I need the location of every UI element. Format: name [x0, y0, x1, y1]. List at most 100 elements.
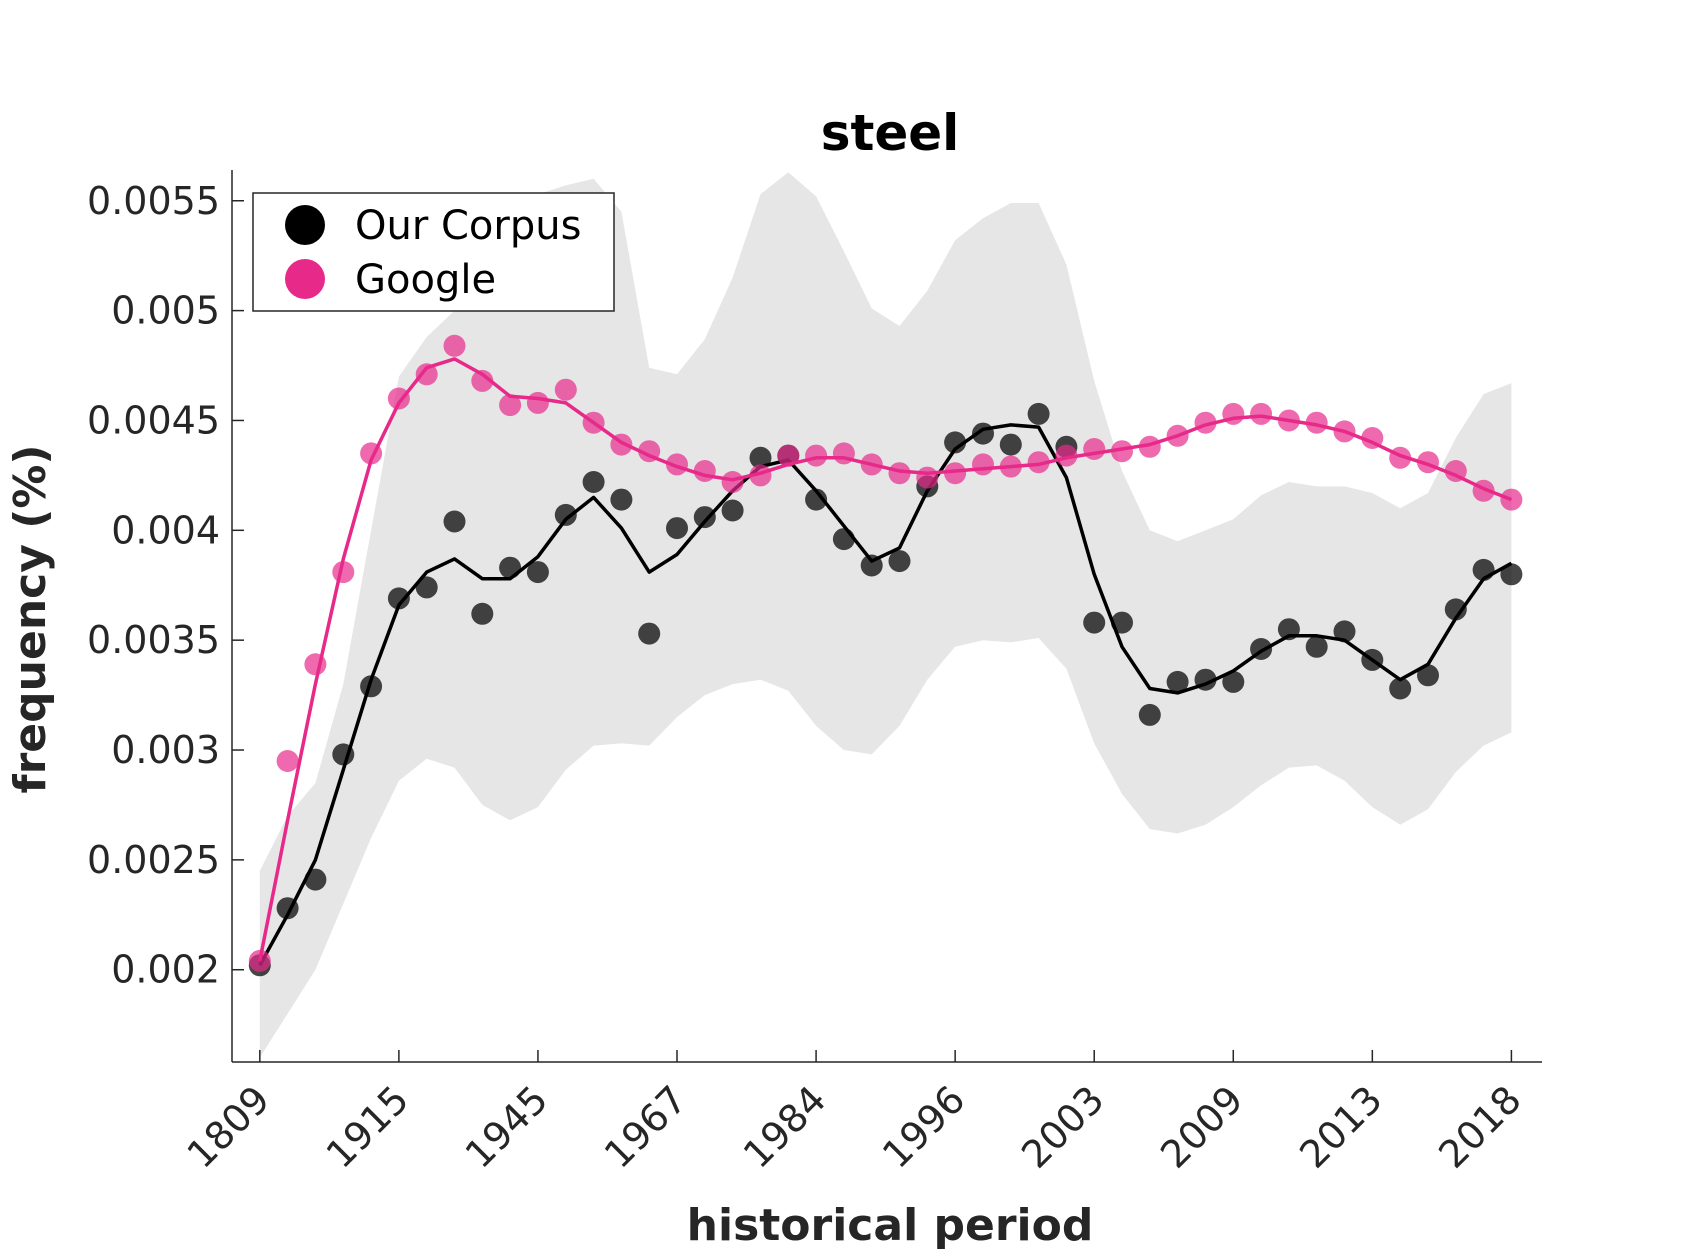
x-axis-title: historical period	[687, 1200, 1094, 1251]
data-point-google	[972, 453, 994, 476]
data-point-our-corpus	[1222, 670, 1245, 693]
legend-marker-google	[285, 259, 325, 299]
data-point-our-corpus	[332, 743, 355, 766]
data-point-google	[749, 464, 772, 487]
data-point-google	[888, 462, 911, 485]
data-point-google	[443, 334, 466, 357]
data-point-google	[554, 378, 577, 401]
data-point-google	[777, 444, 800, 467]
data-point-our-corpus	[415, 576, 438, 599]
data-point-our-corpus	[944, 431, 967, 454]
data-point-our-corpus	[1194, 668, 1217, 691]
data-point-our-corpus	[1389, 677, 1412, 700]
data-point-google	[1389, 446, 1412, 469]
data-point-google	[1417, 451, 1439, 474]
data-point-google	[526, 391, 549, 414]
data-point-google	[360, 442, 383, 465]
data-point-google	[1444, 460, 1467, 482]
data-point-google	[1194, 411, 1217, 434]
chart-title: steel	[821, 104, 960, 162]
data-point-our-corpus	[1417, 664, 1439, 687]
data-point-google	[1472, 479, 1495, 502]
data-point-our-corpus	[1277, 618, 1300, 641]
data-point-our-corpus	[1166, 670, 1189, 693]
data-point-google	[1222, 402, 1245, 425]
data-point-google	[1500, 488, 1523, 511]
data-point-google	[1027, 451, 1050, 474]
data-point-our-corpus	[805, 488, 828, 511]
y-tick-label: 0.0035	[87, 618, 220, 662]
data-point-google	[1083, 438, 1106, 460]
data-point-google	[805, 444, 828, 467]
data-point-our-corpus	[1250, 638, 1273, 660]
data-point-google	[1333, 420, 1356, 443]
y-tick-label: 0.0025	[87, 838, 220, 882]
data-point-google	[693, 460, 716, 482]
legend: Our Corpus Google	[252, 192, 615, 312]
data-point-our-corpus	[276, 897, 299, 920]
data-point-our-corpus	[471, 602, 494, 625]
y-tick-label: 0.003	[111, 728, 220, 772]
series-google	[248, 334, 1523, 972]
data-point-google	[582, 411, 605, 434]
data-point-google	[276, 750, 299, 772]
data-point-google	[415, 363, 438, 386]
data-point-our-corpus	[387, 587, 410, 610]
data-point-our-corpus	[443, 510, 466, 533]
data-point-google	[1305, 411, 1328, 434]
legend-label-our-corpus: Our Corpus	[355, 203, 581, 249]
data-point-google	[1166, 424, 1189, 447]
data-point-our-corpus	[1444, 598, 1467, 621]
data-point-our-corpus	[499, 556, 522, 579]
data-point-google	[860, 453, 883, 476]
data-point-our-corpus	[1500, 563, 1523, 586]
data-point-google	[610, 433, 633, 456]
data-point-our-corpus	[1361, 648, 1384, 671]
data-point-our-corpus	[860, 554, 883, 577]
data-point-our-corpus	[638, 622, 661, 645]
data-point-our-corpus	[582, 471, 605, 493]
data-point-our-corpus	[1111, 611, 1133, 634]
y-tick-label: 0.0055	[87, 179, 220, 223]
data-point-google	[1361, 427, 1384, 449]
y-tick-label: 0.005	[111, 289, 220, 333]
data-point-google	[721, 471, 744, 493]
legend-label-google: Google	[355, 257, 496, 303]
data-point-our-corpus	[610, 488, 633, 511]
data-point-our-corpus	[1472, 558, 1495, 581]
data-point-our-corpus	[1083, 611, 1106, 634]
data-point-our-corpus	[554, 503, 577, 526]
y-tick-label: 0.004	[111, 508, 220, 552]
data-point-google	[638, 440, 661, 463]
data-point-our-corpus	[1138, 703, 1161, 726]
data-point-our-corpus	[1027, 402, 1050, 425]
data-point-our-corpus	[888, 550, 911, 573]
data-point-google	[248, 949, 271, 972]
data-point-google	[387, 387, 410, 410]
data-point-our-corpus	[832, 528, 855, 551]
data-point-our-corpus	[1305, 635, 1328, 658]
data-point-google	[944, 462, 967, 485]
data-point-google	[1250, 402, 1273, 425]
data-point-google	[332, 561, 355, 584]
data-point-google	[471, 369, 494, 392]
data-point-google	[1277, 409, 1300, 432]
data-point-our-corpus	[721, 499, 744, 522]
data-point-our-corpus	[749, 446, 772, 469]
data-point-our-corpus	[972, 422, 994, 445]
data-point-google	[499, 394, 522, 417]
data-point-our-corpus	[999, 433, 1022, 456]
data-point-google	[666, 453, 688, 476]
data-point-our-corpus	[666, 517, 688, 540]
trend-line-our-corpus	[258, 423, 1513, 967]
legend-marker-our-corpus	[285, 205, 325, 245]
data-point-our-corpus	[1333, 620, 1356, 643]
series-layer	[248, 334, 1523, 977]
y-tick-label: 0.0045	[87, 398, 220, 442]
trend-line-google	[258, 357, 1513, 962]
data-point-our-corpus	[360, 675, 383, 698]
data-point-google	[1111, 440, 1133, 463]
data-point-google	[1055, 444, 1078, 467]
data-point-google	[304, 653, 327, 676]
